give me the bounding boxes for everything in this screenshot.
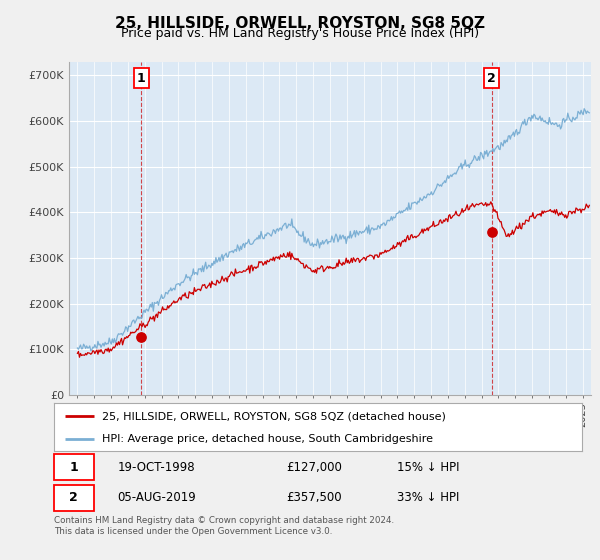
Text: 15% ↓ HPI: 15% ↓ HPI — [397, 461, 460, 474]
Text: 19-OCT-1998: 19-OCT-1998 — [118, 461, 195, 474]
Point — [137, 332, 146, 341]
Text: 2: 2 — [487, 72, 496, 85]
FancyBboxPatch shape — [54, 485, 94, 511]
Text: 25, HILLSIDE, ORWELL, ROYSTON, SG8 5QZ: 25, HILLSIDE, ORWELL, ROYSTON, SG8 5QZ — [115, 16, 485, 31]
Text: 1: 1 — [137, 72, 146, 85]
Point — [487, 227, 496, 236]
Text: 1: 1 — [70, 461, 78, 474]
Text: 33% ↓ HPI: 33% ↓ HPI — [397, 491, 460, 504]
Text: £127,000: £127,000 — [286, 461, 342, 474]
Text: 05-AUG-2019: 05-AUG-2019 — [118, 491, 196, 504]
Text: 2: 2 — [70, 491, 78, 504]
Text: Price paid vs. HM Land Registry's House Price Index (HPI): Price paid vs. HM Land Registry's House … — [121, 27, 479, 40]
FancyBboxPatch shape — [54, 454, 94, 480]
Text: £357,500: £357,500 — [286, 491, 342, 504]
Text: Contains HM Land Registry data © Crown copyright and database right 2024.
This d: Contains HM Land Registry data © Crown c… — [54, 516, 394, 536]
Text: 25, HILLSIDE, ORWELL, ROYSTON, SG8 5QZ (detached house): 25, HILLSIDE, ORWELL, ROYSTON, SG8 5QZ (… — [101, 411, 445, 421]
Text: HPI: Average price, detached house, South Cambridgeshire: HPI: Average price, detached house, Sout… — [101, 434, 433, 444]
